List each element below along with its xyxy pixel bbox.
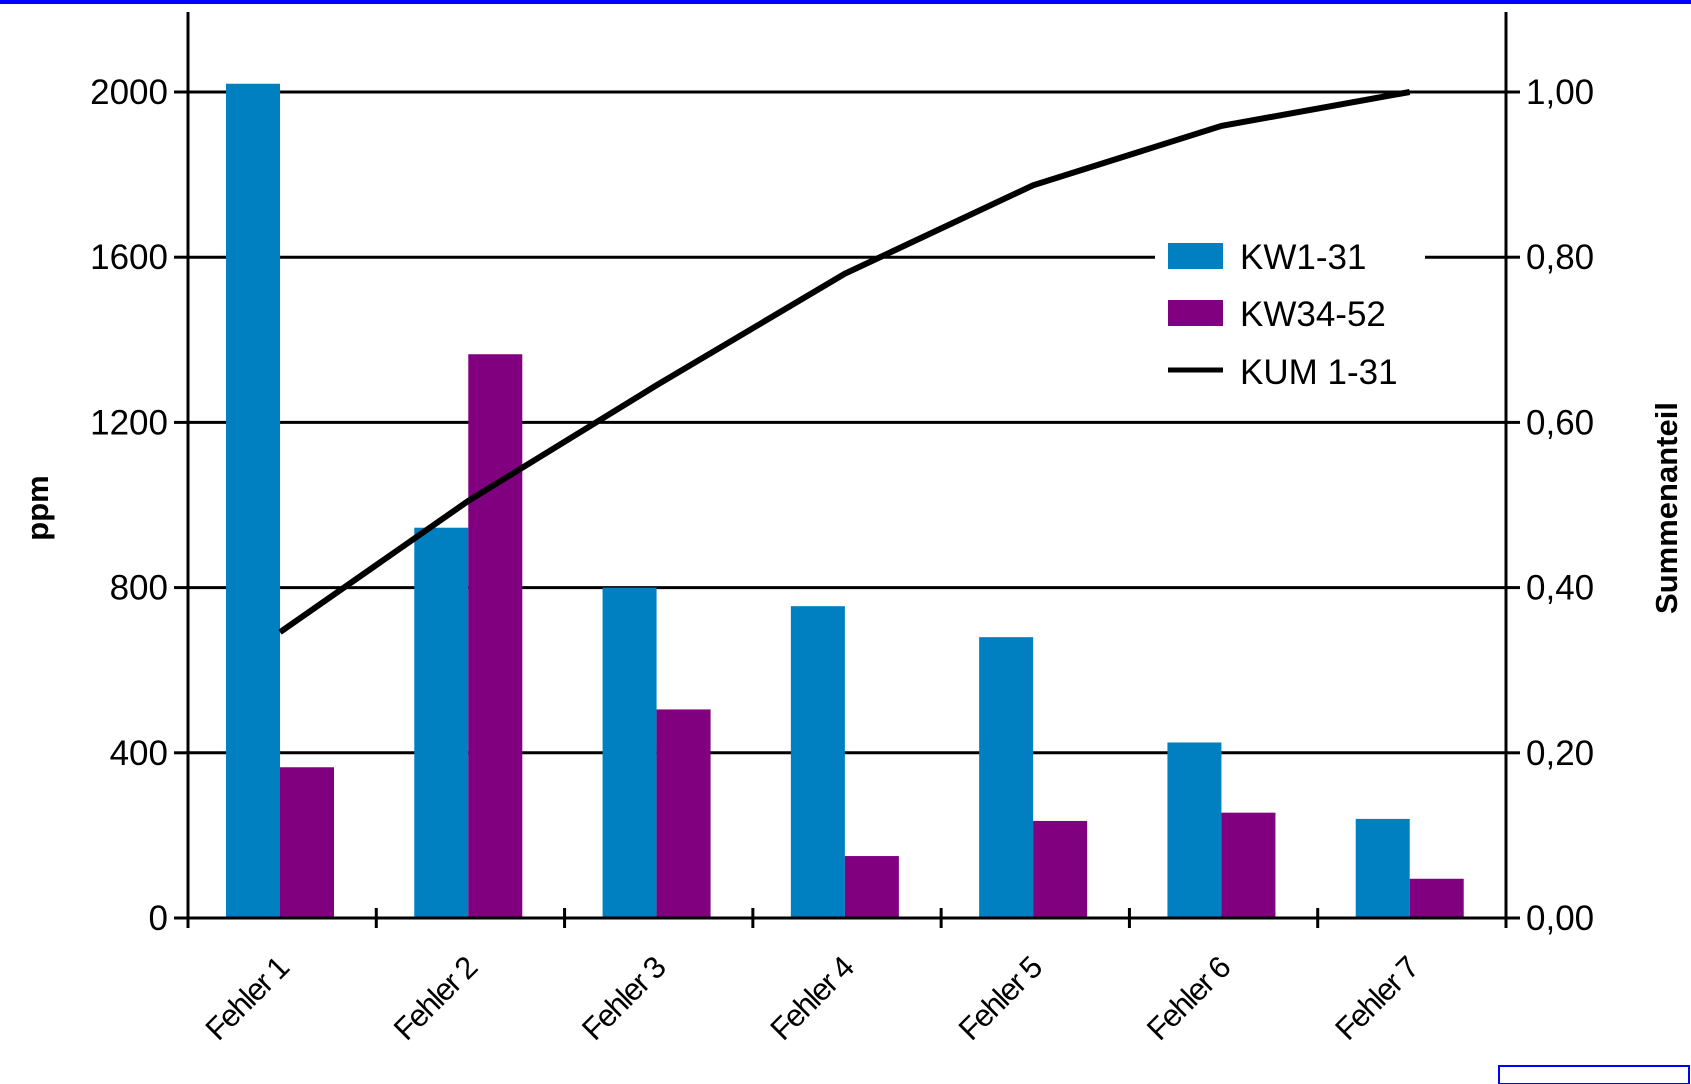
y2-tick-label: 0,00 — [1526, 899, 1594, 938]
x-tick-label: Fehler 4 — [763, 949, 861, 1047]
y2-tick-label: 1,00 — [1526, 73, 1594, 112]
legend-swatch-series-1 — [1168, 243, 1223, 269]
x-tick-label: Fehler 1 — [199, 950, 296, 1047]
y-tick-label: 0 — [149, 899, 168, 938]
cumulative-line — [278, 89, 1411, 635]
y-tick-label: 400 — [110, 734, 168, 773]
bar-series-1 — [979, 637, 1034, 918]
x-tick-label: Fehler 2 — [387, 950, 484, 1047]
legend-swatch-series-2 — [1168, 300, 1223, 326]
bar-series-2 — [656, 709, 711, 918]
x-tick-label: Fehler 5 — [952, 950, 1049, 1047]
legend: KW1-31 KW34-52 KUM 1-31 — [1155, 228, 1425, 408]
y-tick-label: 1200 — [90, 403, 168, 442]
bar-series-2 — [1221, 812, 1276, 918]
top-border — [0, 0, 1691, 4]
x-tick-label: Fehler 6 — [1140, 950, 1237, 1047]
y-tick-label: 800 — [110, 569, 168, 608]
legend-label-series-2: KW34-52 — [1240, 295, 1386, 334]
x-tick-label: Fehler 3 — [575, 950, 672, 1047]
y2-tick-label: 0,60 — [1526, 403, 1594, 442]
y2-tick-label: 0,20 — [1526, 734, 1594, 773]
bar-series-1 — [414, 527, 469, 918]
legend-label-series-1: KW1-31 — [1240, 238, 1366, 277]
y-axis-title: ppm — [20, 475, 55, 540]
bar-series-1 — [226, 83, 280, 919]
y2-tick-label: 0,80 — [1526, 238, 1594, 277]
cumulative-line-layer — [278, 89, 1411, 635]
bar-series-2 — [1033, 820, 1088, 918]
bar-series-1 — [602, 587, 657, 918]
grid-lines — [188, 90, 1506, 755]
y-tick-label: 2000 — [90, 73, 168, 112]
bar-series-1 — [1167, 742, 1222, 918]
bar-series-2 — [844, 856, 899, 918]
y2-tick-label: 0,40 — [1526, 569, 1594, 608]
bar-series-2 — [468, 354, 523, 918]
legend-label-cumulative: KUM 1-31 — [1240, 353, 1398, 392]
bars — [226, 83, 1464, 919]
bar-series-2 — [1409, 878, 1464, 918]
bar-series-2 — [280, 767, 334, 918]
x-tick-label: Fehler 7 — [1328, 950, 1425, 1047]
bar-series-1 — [1355, 818, 1410, 918]
y2-axis-title: Summenanteil — [1649, 402, 1684, 614]
bar-series-1 — [790, 606, 845, 918]
y-tick-label: 1600 — [90, 238, 168, 277]
corner-box — [1498, 1065, 1690, 1084]
